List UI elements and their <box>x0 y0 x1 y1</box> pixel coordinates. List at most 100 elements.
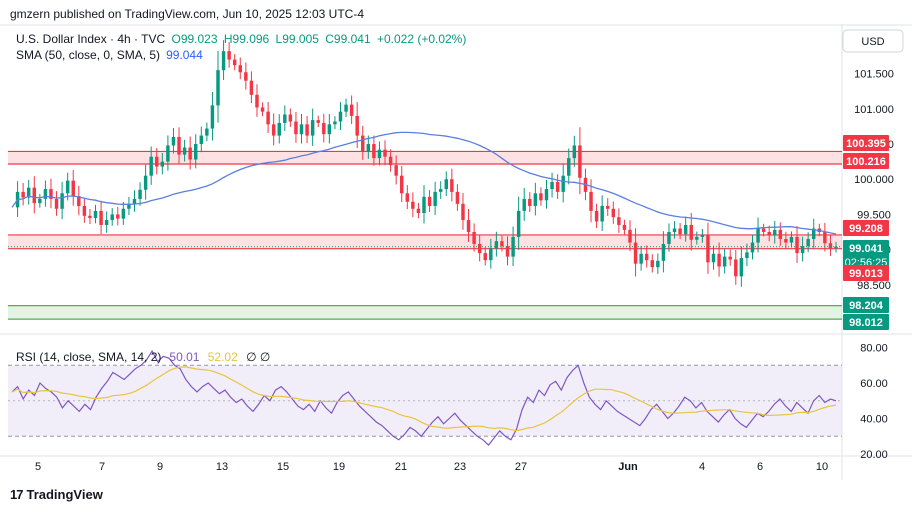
tradingview-logo-icon: 17 <box>10 487 24 502</box>
candle <box>767 225 771 242</box>
candle <box>310 108 315 146</box>
tradingview-logo[interactable]: 17 TradingView <box>10 487 103 502</box>
candle <box>505 236 510 266</box>
candle <box>489 238 493 269</box>
candle-body <box>60 193 64 209</box>
candle <box>650 254 654 273</box>
candle <box>500 235 504 252</box>
candle <box>411 192 415 218</box>
price-label-badge: 99.013 <box>843 265 889 281</box>
candle-body <box>706 235 710 263</box>
price-label-bg <box>843 297 889 313</box>
price-label-badge: 100.395 <box>843 135 889 151</box>
ohlc-close: C99.041 <box>325 32 371 46</box>
candle-body <box>110 214 114 221</box>
candle <box>800 236 805 262</box>
candle <box>388 149 393 172</box>
candle-body <box>750 242 755 253</box>
candle-body <box>678 228 682 235</box>
candle-body <box>427 196 432 206</box>
candle-body <box>711 253 716 263</box>
candle-body <box>756 228 760 243</box>
time-tick-label: 6 <box>757 461 763 473</box>
candle-body <box>372 144 376 159</box>
candle-body <box>672 228 677 232</box>
candle-body <box>661 243 666 261</box>
candle <box>294 111 298 143</box>
candle <box>427 190 432 213</box>
candle <box>138 182 142 206</box>
sma-legend-value: 99.044 <box>166 48 203 62</box>
candle <box>266 102 270 134</box>
candle <box>639 246 643 271</box>
candle <box>43 180 48 207</box>
candle-body <box>221 51 226 71</box>
candle-body <box>422 196 426 213</box>
candle-body <box>322 122 326 135</box>
candle-body <box>589 191 593 211</box>
candle <box>177 127 181 164</box>
candle-body <box>600 205 604 222</box>
currency-button[interactable] <box>842 29 904 53</box>
price-label-badge: 100.216 <box>843 153 889 169</box>
candle-body <box>121 208 126 219</box>
candle-body <box>43 189 48 199</box>
candle-body <box>644 253 649 261</box>
candle-body <box>255 94 259 108</box>
candle-body <box>244 72 248 81</box>
candle <box>188 136 192 170</box>
candle <box>199 126 204 153</box>
candle-body <box>761 228 766 232</box>
candle-body <box>294 121 298 135</box>
candle <box>516 196 521 250</box>
candle-body <box>411 201 415 209</box>
candle <box>628 220 632 252</box>
time-tick-label: 13 <box>216 461 228 473</box>
candle-body <box>555 182 560 192</box>
candle <box>416 202 421 219</box>
candle <box>678 222 682 240</box>
candle-body <box>550 182 554 190</box>
candle <box>711 245 716 270</box>
price-tick-label: 101.500 <box>854 69 894 81</box>
candle <box>683 216 688 242</box>
candle <box>433 181 437 216</box>
candle-body <box>500 241 504 247</box>
candle <box>466 208 471 242</box>
candle <box>400 166 404 203</box>
candle <box>283 105 287 132</box>
zone-support-2 <box>8 305 842 320</box>
candle <box>372 135 376 166</box>
price-label-bg <box>843 314 889 330</box>
candle-body <box>539 193 543 201</box>
candle-body <box>728 256 732 260</box>
ohlc-change: +0.022 (+0.02%) <box>377 32 466 46</box>
candle <box>210 91 215 141</box>
candle-body <box>433 191 437 206</box>
candle-body <box>700 235 705 237</box>
candle-body <box>416 208 421 213</box>
rsi-tick-label: 40.00 <box>860 414 888 426</box>
candle-body <box>494 241 499 249</box>
time-tick-label: 19 <box>333 461 345 473</box>
candle <box>656 253 660 274</box>
candle-body <box>505 246 510 257</box>
candle <box>366 135 371 159</box>
candle <box>110 208 114 226</box>
candle-body <box>205 128 209 136</box>
candle-body <box>683 224 688 235</box>
candle-body <box>127 203 131 209</box>
symbol-title: U.S. Dollar Index · 4h · TVC <box>16 32 165 46</box>
tradingview-logo-text: TradingView <box>26 487 103 502</box>
candle <box>60 181 64 220</box>
candle-body <box>49 189 53 199</box>
candle-body <box>194 144 198 160</box>
candle <box>77 185 81 216</box>
candle <box>544 179 549 209</box>
price-label-text: 98.012 <box>849 317 883 329</box>
price-chart-svg[interactable]: 101.500101.000100.500100.00099.50099.000… <box>0 24 912 480</box>
candle-body <box>377 149 382 159</box>
candle-body <box>238 65 242 73</box>
candle <box>361 125 365 160</box>
candle-body <box>773 229 777 236</box>
